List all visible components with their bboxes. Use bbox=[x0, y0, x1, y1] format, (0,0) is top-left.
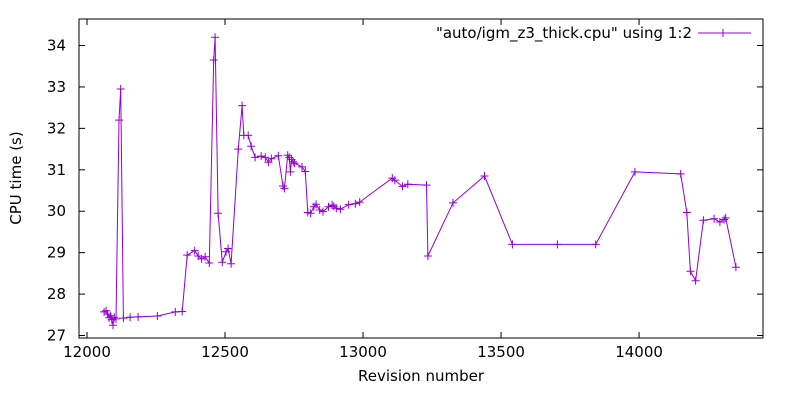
y-tick-label: 31 bbox=[47, 161, 66, 179]
series-line bbox=[103, 37, 737, 326]
x-axis-title: Revision number bbox=[358, 367, 485, 385]
series-point-markers bbox=[100, 33, 740, 330]
x-tick-label: 14000 bbox=[615, 343, 663, 361]
x-tick-label: 13000 bbox=[339, 343, 387, 361]
x-tick-label: 12000 bbox=[63, 343, 111, 361]
y-tick-label: 34 bbox=[47, 37, 66, 55]
x-axis-ticks: 12000 12500 13000 13500 14000 bbox=[63, 19, 663, 361]
y-tick-label: 28 bbox=[47, 285, 66, 303]
y-tick-label: 29 bbox=[47, 244, 66, 262]
x-tick-label: 12500 bbox=[201, 343, 249, 361]
plot-border bbox=[78, 18, 764, 339]
x-tick-label: 13500 bbox=[477, 343, 525, 361]
data-series bbox=[100, 33, 740, 330]
legend-label: "auto/igm_z3_thick.cpu" using 1:2 bbox=[436, 24, 692, 43]
y-tick-label: 32 bbox=[47, 119, 66, 137]
y-axis-title: CPU time (s) bbox=[7, 131, 25, 224]
legend-sample-marker bbox=[719, 29, 727, 37]
y-tick-label: 30 bbox=[47, 202, 66, 220]
y-tick-label: 33 bbox=[47, 78, 66, 96]
legend-line-sample bbox=[698, 29, 751, 37]
y-tick-label: 27 bbox=[47, 327, 66, 345]
y-axis-ticks: 27 28 29 30 31 32 33 34 bbox=[47, 37, 763, 345]
